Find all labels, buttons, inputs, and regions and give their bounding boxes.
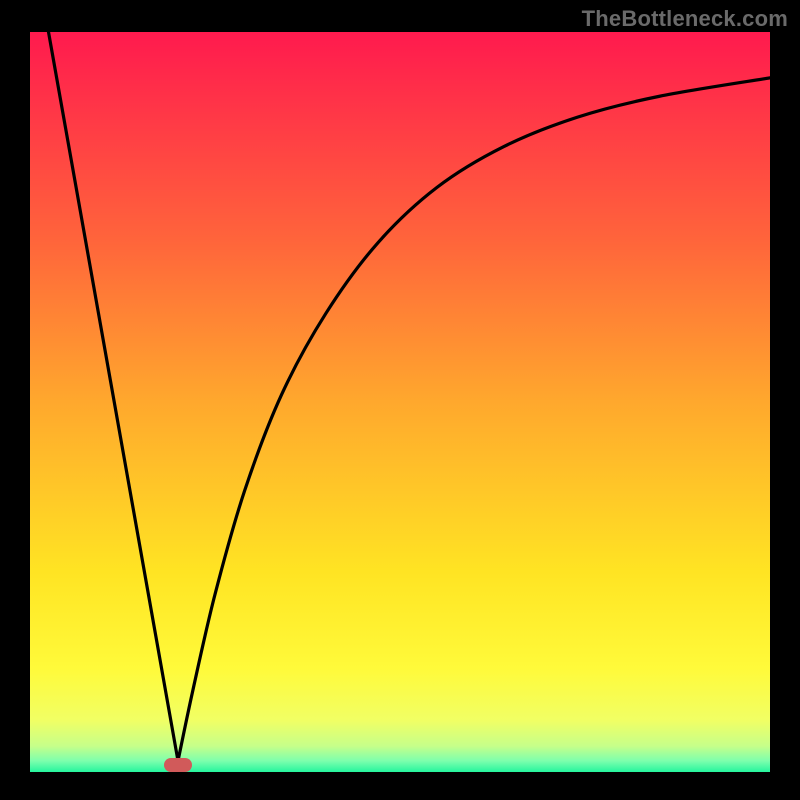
minimum-marker [164,758,192,772]
plot-area [30,32,770,772]
watermark-text: TheBottleneck.com [582,6,788,32]
curve-line [30,32,770,772]
chart-container: TheBottleneck.com [0,0,800,800]
